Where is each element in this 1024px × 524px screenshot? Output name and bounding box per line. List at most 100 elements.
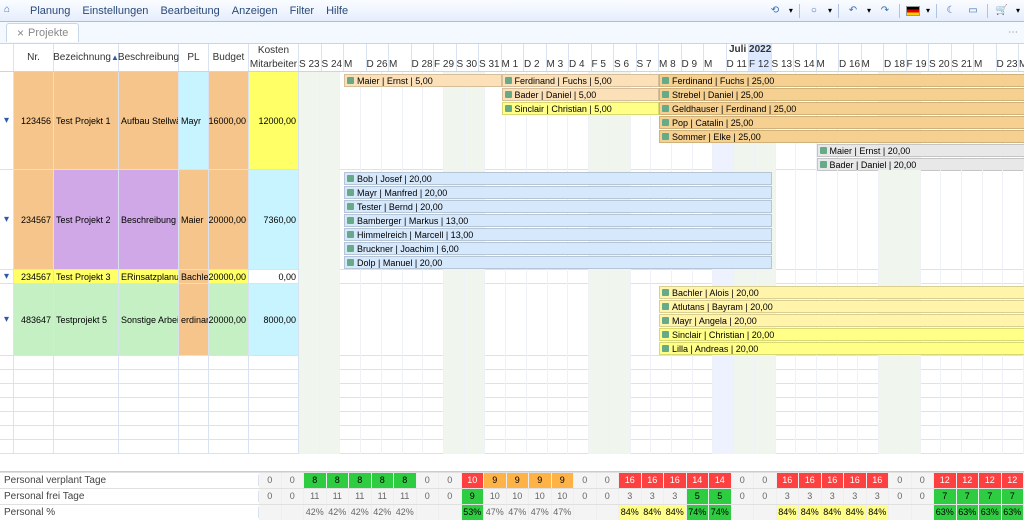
cart-icon[interactable]: 🛒: [994, 3, 1010, 19]
col-header-nr[interactable]: Nr.: [14, 44, 54, 71]
menu-anzeigen[interactable]: Anzeigen: [232, 5, 278, 17]
day-col-header[interactable]: F 19: [907, 44, 930, 71]
assignment-bar[interactable]: Geldhauser | Ferdinand | 25,00: [659, 102, 1024, 115]
cell-kosten[interactable]: 7360,00: [249, 170, 299, 269]
assignment-bar[interactable]: Sinclair | Christian | 20,00: [659, 328, 1024, 341]
cell-bezeichnung[interactable]: Testprojekt 5: [54, 284, 119, 355]
cell-nr[interactable]: 234567: [14, 270, 54, 283]
assignment-bar[interactable]: Bruckner | Joachim | 6,00: [344, 242, 772, 255]
sync-icon[interactable]: ○: [806, 3, 822, 19]
gantt-area[interactable]: Bob | Josef | 20,00Mayr | Manfred | 20,0…: [299, 170, 1024, 269]
day-col-header[interactable]: M 17: [862, 44, 885, 71]
day-col-header[interactable]: S 7: [637, 44, 660, 71]
cell-beschreibung[interactable]: Sonstige Arbeite: [119, 284, 179, 355]
expand-arrow-icon[interactable]: ▾: [0, 270, 14, 283]
project-row[interactable]: ▾234567Test Projekt 3ERinsatzplanungBach…: [0, 270, 1024, 284]
day-col-header[interactable]: D 26: [367, 44, 390, 71]
day-col-header[interactable]: S 13: [772, 44, 795, 71]
menu-bearbeitung[interactable]: Bearbeitung: [160, 5, 219, 17]
cell-pl[interactable]: Mayr: [179, 72, 209, 169]
assignment-bar[interactable]: Mayr | Angela | 20,00: [659, 314, 1024, 327]
assignment-bar[interactable]: Tester | Bernd | 20,00: [344, 200, 772, 213]
assignment-bar[interactable]: Bamberger | Markus | 13,00: [344, 214, 772, 227]
expand-arrow-icon[interactable]: ▾: [0, 284, 14, 355]
refresh-icon[interactable]: ⟲: [767, 3, 783, 19]
day-col-header[interactable]: S 14: [794, 44, 817, 71]
gantt-area[interactable]: [299, 270, 1024, 283]
flag-de-icon[interactable]: [906, 6, 920, 16]
assignment-bar[interactable]: Maier | Ernst | 5,00: [344, 74, 502, 87]
day-col-header[interactable]: S 31: [479, 44, 502, 71]
cell-pl[interactable]: erdinanc: [179, 284, 209, 355]
day-col-header[interactable]: D 4: [569, 44, 592, 71]
project-row[interactable]: ▾234567Test Projekt 2Beschreibung deMaie…: [0, 170, 1024, 270]
gantt-area[interactable]: Maier | Ernst | 5,00Ferdinand | Fuchs | …: [299, 72, 1024, 169]
cell-beschreibung[interactable]: ERinsatzplanung: [119, 270, 179, 283]
cell-budget[interactable]: 16000,00: [209, 72, 249, 169]
col-header-kosten[interactable]: KostenMitarbeiter: [249, 44, 299, 71]
assignment-bar[interactable]: Pop | Catalin | 25,00: [659, 116, 1024, 129]
assignment-bar[interactable]: Ferdinand | Fuchs | 25,00: [659, 74, 1024, 87]
day-col-header[interactable]: M 24: [1019, 44, 1024, 71]
day-col-header[interactable]: M 8: [659, 44, 682, 71]
day-col-header[interactable]: S 21: [952, 44, 975, 71]
tab-projekte[interactable]: × Projekte: [6, 23, 79, 42]
project-row[interactable]: ▾483647Testprojekt 5Sonstige Arbeiteerdi…: [0, 284, 1024, 356]
day-col-header[interactable]: S 20: [929, 44, 952, 71]
col-header-arrow[interactable]: [0, 44, 14, 71]
day-col-header[interactable]: F 29: [434, 44, 457, 71]
day-col-header[interactable]: F 5: [592, 44, 615, 71]
day-col-header[interactable]: S 6: [614, 44, 637, 71]
cell-bezeichnung[interactable]: Test Projekt 3: [54, 270, 119, 283]
assignment-bar[interactable]: Ferdinand | Fuchs | 5,00: [502, 74, 660, 87]
tab-overflow-icon[interactable]: ⋯: [1008, 27, 1018, 38]
col-header-besch[interactable]: Beschreibung: [119, 44, 179, 71]
cell-budget[interactable]: 20000,00: [209, 270, 249, 283]
assignment-bar[interactable]: Lilla | Andreas | 20,00: [659, 342, 1024, 355]
assignment-bar[interactable]: Sinclair | Christian | 5,00: [502, 102, 660, 115]
day-col-header[interactable]: M 22: [974, 44, 997, 71]
cell-nr[interactable]: 234567: [14, 170, 54, 269]
cell-kosten[interactable]: 8000,00: [249, 284, 299, 355]
col-header-bez[interactable]: Bezeichnung ▲: [54, 44, 119, 71]
cell-bezeichnung[interactable]: Test Projekt 2: [54, 170, 119, 269]
assignment-bar[interactable]: Bob | Josef | 20,00: [344, 172, 772, 185]
assignment-bar[interactable]: Maier | Ernst | 20,00: [817, 144, 1024, 157]
day-col-header[interactable]: M 10: [704, 44, 727, 71]
day-col-header[interactable]: S 30: [457, 44, 480, 71]
day-col-header[interactable]: D 28: [412, 44, 435, 71]
cell-pl[interactable]: Maier: [179, 170, 209, 269]
project-row[interactable]: ▾123456Test Projekt 1Aufbau StellwänMayr…: [0, 72, 1024, 170]
cell-kosten[interactable]: 0,00: [249, 270, 299, 283]
assignment-bar[interactable]: Bachler | Alois | 20,00: [659, 286, 1024, 299]
undo-icon[interactable]: ↶: [845, 3, 861, 19]
cell-nr[interactable]: 483647: [14, 284, 54, 355]
cell-bezeichnung[interactable]: Test Projekt 1: [54, 72, 119, 169]
cell-budget[interactable]: 20000,00: [209, 170, 249, 269]
home-icon[interactable]: ⌂: [4, 4, 18, 18]
moon-icon[interactable]: ☾: [943, 3, 959, 19]
expand-arrow-icon[interactable]: ▾: [0, 170, 14, 269]
day-col-header[interactable]: D 18: [884, 44, 907, 71]
assignment-bar[interactable]: Sommer | Elke | 25,00: [659, 130, 1024, 143]
day-col-header[interactable]: M 3: [547, 44, 570, 71]
menu-planung[interactable]: Planung: [30, 5, 70, 17]
day-col-header[interactable]: M 1: [502, 44, 525, 71]
cell-beschreibung[interactable]: Aufbau Stellwän: [119, 72, 179, 169]
assignment-bar[interactable]: Strebel | Daniel | 25,00: [659, 88, 1024, 101]
assignment-bar[interactable]: Himmelreich | Marcell | 13,00: [344, 228, 772, 241]
cell-pl[interactable]: Bachler: [179, 270, 209, 283]
close-tab-icon[interactable]: ×: [17, 26, 24, 40]
gantt-area[interactable]: Bachler | Alois | 20,00Atlutans | Bayram…: [299, 284, 1024, 355]
redo-icon[interactable]: ↷: [877, 3, 893, 19]
day-col-header[interactable]: M 27: [389, 44, 412, 71]
assignment-bar[interactable]: Atlutans | Bayram | 20,00: [659, 300, 1024, 313]
menu-filter[interactable]: Filter: [290, 5, 314, 17]
day-col-header[interactable]: D 23: [997, 44, 1020, 71]
day-col-header[interactable]: D 9: [682, 44, 705, 71]
expand-arrow-icon[interactable]: ▾: [0, 72, 14, 169]
day-col-header[interactable]: S 23: [299, 44, 322, 71]
assignment-bar[interactable]: Mayr | Manfred | 20,00: [344, 186, 772, 199]
day-col-header[interactable]: D 2: [524, 44, 547, 71]
day-col-header[interactable]: M 25: [344, 44, 367, 71]
